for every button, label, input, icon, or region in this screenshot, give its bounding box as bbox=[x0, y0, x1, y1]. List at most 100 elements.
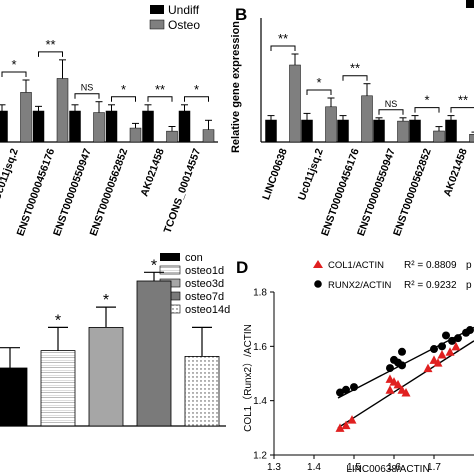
x-tick-label-a-1: ENST00000456176 bbox=[14, 147, 57, 238]
panel-label-d: D bbox=[236, 258, 248, 277]
x-tick-label-d-4: 1.7 bbox=[427, 462, 441, 473]
legend-label-runx2: RUNX2/ACTIN bbox=[328, 280, 391, 291]
legend-r2-runx2: R² = 0.9232 bbox=[404, 280, 457, 291]
significance-bracket-a-1 bbox=[38, 51, 63, 57]
bar-b-1-4 bbox=[433, 130, 445, 143]
significance-label-c-2: * bbox=[103, 292, 109, 309]
point-d-1-9 bbox=[438, 342, 446, 351]
point-d-1-12 bbox=[454, 334, 462, 343]
x-tick-label-a-0: Uc011jsq.2 bbox=[0, 147, 21, 202]
legend-a: Undiff Osteo bbox=[149, 3, 200, 32]
significance-bracket-b-2 bbox=[342, 75, 368, 81]
legend-swatch-osteo1d bbox=[159, 265, 181, 275]
legend-label-osteo1d: osteo1d bbox=[185, 265, 224, 277]
significance-label-b-2: ** bbox=[350, 61, 360, 76]
legend-fragment-b bbox=[466, 0, 474, 8]
legend-marker-runx2 bbox=[314, 280, 322, 288]
panel-label-b: B bbox=[235, 5, 247, 24]
significance-label-a-5: * bbox=[194, 82, 199, 97]
legend-label-col1: COL1/ACTIN bbox=[328, 260, 384, 271]
bar-a-1-1 bbox=[56, 78, 69, 143]
point-d-1-10 bbox=[442, 331, 450, 340]
significance-label-b-1: * bbox=[316, 75, 321, 90]
legend-label-osteo3d: osteo3d bbox=[185, 278, 224, 290]
legend-label-osteo: Osteo bbox=[168, 18, 200, 32]
bar-a-1-0 bbox=[20, 92, 32, 143]
x-tick-label-d-3: 1.6 bbox=[387, 462, 401, 473]
x-tick-label-a-4: AK021458 bbox=[138, 147, 167, 198]
panel-c: con osteo1d osteo3d osteo7d osteo14d * * * bbox=[0, 252, 230, 427]
point-d-1-7 bbox=[398, 347, 406, 356]
significance-bracket-b-3 bbox=[378, 109, 404, 115]
point-d-0-7 bbox=[401, 388, 411, 397]
y-axis-label-b: Relative gene expression bbox=[230, 21, 242, 153]
bar-a-0-0 bbox=[0, 110, 8, 143]
bar-c-0 bbox=[0, 367, 28, 427]
point-d-0-2 bbox=[347, 415, 357, 424]
legend-p-runx2: p bbox=[466, 280, 472, 291]
bar-a-0-2 bbox=[69, 110, 81, 143]
plot-area-b: ** LINC00638 * Uc011jsq.2 ** ENST00000456176 N… bbox=[260, 18, 474, 238]
significance-bracket-a-3 bbox=[111, 96, 136, 102]
legend-swatch-undiff bbox=[150, 5, 164, 14]
panel-d: D COL1/ACTIN R² = 0.8809 p RUNX2/ACTIN R… bbox=[236, 258, 474, 474]
plot-area-d: 1.2 1.4 1.6 1.8 1.3 1.4 1.5 1.6 1.7 bbox=[253, 288, 474, 473]
bar-a-0-1 bbox=[32, 110, 45, 143]
significance-bracket-a-2 bbox=[74, 93, 100, 99]
significance-label-b-4: * bbox=[424, 93, 429, 108]
legend-d: COL1/ACTIN R² = 0.8809 p RUNX2/ACTIN R² … bbox=[313, 260, 472, 291]
point-d-0-9 bbox=[423, 363, 433, 373]
point-d-0-0 bbox=[335, 423, 345, 432]
x-tick-label-d-2: 1.5 bbox=[347, 462, 361, 473]
x-tick-label-a-5: TCONS_00014557 bbox=[161, 147, 203, 235]
point-d-0-1 bbox=[341, 420, 351, 430]
legend-swatch-con bbox=[160, 253, 180, 261]
x-tick-label-d-0: 1.3 bbox=[267, 462, 281, 473]
point-d-0-14 bbox=[451, 341, 461, 351]
plot-area-a: * Uc011jsq.2 ** ENST00000456176 NS ENST000005… bbox=[0, 37, 218, 238]
legend-r2-col1: R² = 0.8809 bbox=[404, 260, 457, 271]
legend-label-undiff: Undiff bbox=[168, 3, 200, 17]
x-tick-label-b-3: ENST00000550947 bbox=[355, 147, 398, 238]
significance-label-a-3: * bbox=[121, 82, 126, 97]
legend-p-col1: p bbox=[466, 260, 472, 271]
x-tick-label-a-3: ENST00000562852 bbox=[87, 147, 130, 238]
legend-marker-col1 bbox=[313, 260, 323, 268]
legend-label-con: con bbox=[185, 252, 203, 264]
point-d-0-13 bbox=[445, 347, 455, 356]
point-d-0-11 bbox=[433, 358, 443, 367]
y-tick-label-d-0: 1.2 bbox=[253, 451, 267, 462]
bar-a-0-4 bbox=[142, 110, 154, 143]
point-d-0-12 bbox=[437, 349, 447, 359]
bar-b-1-5 bbox=[469, 134, 474, 143]
point-d-1-8 bbox=[430, 345, 438, 354]
point-d-1-14 bbox=[466, 326, 474, 335]
point-d-1-6 bbox=[398, 361, 406, 370]
bar-b-0-0 bbox=[265, 119, 277, 143]
significance-label-b-5: ** bbox=[458, 93, 468, 108]
point-d-1-0 bbox=[336, 388, 344, 397]
point-d-1-3 bbox=[386, 364, 394, 373]
x-tick-label-b-5: AK021458 bbox=[441, 147, 470, 198]
bar-b-1-1 bbox=[325, 106, 337, 143]
legend-label-osteo14d: osteo14d bbox=[185, 304, 230, 316]
y-tick-label-d-2: 1.6 bbox=[253, 342, 267, 353]
point-d-0-3 bbox=[385, 385, 395, 394]
bar-c-1 bbox=[40, 350, 76, 427]
bar-a-1-5 bbox=[202, 129, 215, 143]
significance-bracket-b-1 bbox=[306, 89, 332, 95]
significance-label-a-2: NS bbox=[81, 83, 94, 93]
point-d-0-8 bbox=[385, 374, 395, 383]
significance-bracket-b-0 bbox=[270, 45, 296, 51]
bar-b-0-4 bbox=[409, 119, 421, 143]
x-tick-label-b-1: Uc011jsq.2 bbox=[296, 147, 326, 202]
bar-c-4 bbox=[184, 355, 220, 427]
significance-bracket-a-4 bbox=[147, 96, 173, 102]
significance-label-a-1: ** bbox=[45, 37, 55, 52]
y-tick-label-d-1: 1.4 bbox=[253, 396, 267, 407]
significance-label-b-0: ** bbox=[278, 31, 288, 46]
x-tick-label-d-1: 1.4 bbox=[307, 462, 321, 473]
y-tick-label-d-3: 1.8 bbox=[253, 288, 267, 299]
plot-area-c: * * * bbox=[0, 257, 226, 427]
